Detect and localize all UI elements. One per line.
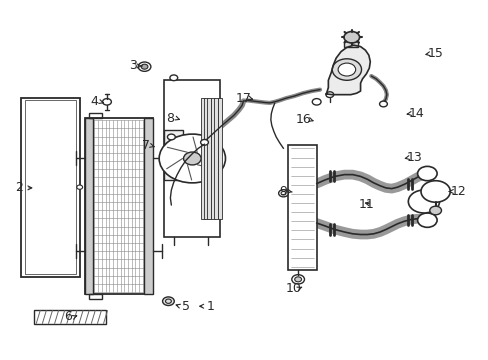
Text: 1: 1: [206, 300, 214, 313]
Text: 10: 10: [285, 282, 301, 295]
Circle shape: [379, 101, 386, 107]
Bar: [214, 98, 218, 220]
Circle shape: [278, 190, 288, 197]
Circle shape: [420, 181, 449, 202]
Text: 4: 4: [90, 95, 98, 108]
Circle shape: [291, 275, 304, 284]
Circle shape: [343, 32, 359, 43]
Bar: [163, 130, 182, 180]
Circle shape: [312, 99, 321, 105]
Circle shape: [200, 139, 208, 145]
Bar: [217, 98, 221, 220]
Circle shape: [325, 92, 333, 98]
Bar: [203, 98, 207, 220]
Text: 3: 3: [129, 59, 137, 72]
Text: 5: 5: [182, 300, 190, 313]
Circle shape: [294, 277, 301, 282]
Circle shape: [407, 190, 439, 213]
Text: 13: 13: [406, 151, 421, 164]
Text: 8: 8: [166, 112, 174, 125]
Bar: [200, 98, 204, 220]
Circle shape: [417, 213, 436, 227]
Bar: [144, 118, 153, 294]
Bar: [163, 80, 220, 237]
Circle shape: [102, 99, 111, 105]
Text: 6: 6: [64, 310, 72, 324]
Text: 15: 15: [427, 47, 443, 60]
Bar: [84, 118, 153, 294]
Text: 2: 2: [15, 181, 23, 194]
Circle shape: [429, 206, 441, 215]
Circle shape: [159, 134, 225, 183]
Circle shape: [138, 62, 151, 71]
Bar: [207, 98, 211, 220]
Bar: [210, 98, 214, 220]
Text: 7: 7: [142, 139, 150, 152]
Circle shape: [141, 64, 148, 69]
Bar: [21, 98, 80, 277]
Polygon shape: [326, 45, 369, 95]
Bar: [25, 100, 76, 274]
Bar: [34, 310, 106, 324]
Circle shape: [77, 185, 82, 189]
Circle shape: [183, 152, 201, 165]
Text: 11: 11: [358, 198, 373, 211]
Text: 16: 16: [296, 113, 311, 126]
Circle shape: [169, 75, 177, 81]
Text: 12: 12: [449, 185, 465, 198]
Text: 17: 17: [235, 92, 251, 105]
Text: 14: 14: [407, 107, 423, 120]
Bar: [344, 41, 357, 47]
Text: 9: 9: [279, 185, 287, 198]
Circle shape: [331, 59, 361, 80]
Circle shape: [417, 166, 436, 181]
Bar: [84, 118, 93, 294]
Bar: [89, 113, 102, 118]
Bar: [288, 145, 316, 270]
Circle shape: [162, 297, 174, 306]
Bar: [89, 294, 102, 300]
Circle shape: [167, 134, 175, 140]
Circle shape: [337, 63, 355, 76]
